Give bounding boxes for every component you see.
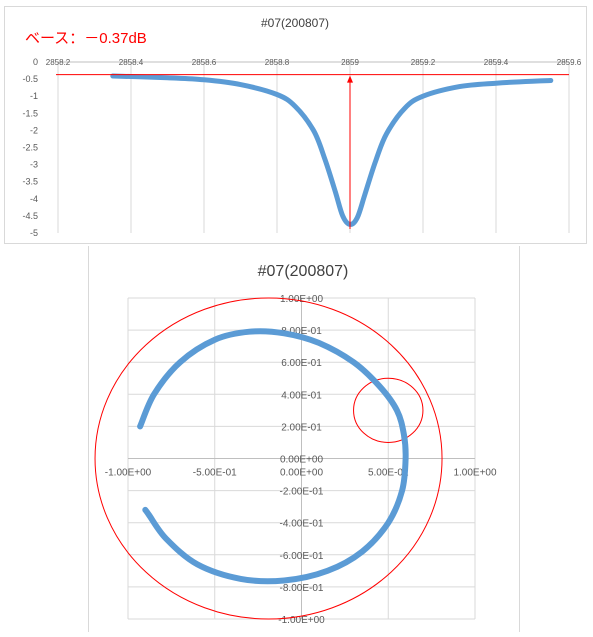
x-tick-label: 2859.2 (411, 58, 436, 67)
y-tick-label: 0 (33, 57, 38, 67)
y-tick-label: 8.00E-01 (281, 326, 322, 337)
y-tick-label: -3 (30, 160, 38, 170)
y-tick-label: -1.00E+00 (278, 615, 325, 626)
chart-title: #07(200807) (261, 16, 329, 30)
x-tick-label: 2859 (341, 58, 359, 67)
x-tick-label: 2858.4 (119, 58, 144, 67)
bottom-chart: #07(200807) 1.00E+00 8.00E-01 6.00E-01 4.00E… (88, 246, 520, 632)
marker-arrow-head (347, 75, 353, 83)
reference-circle (353, 377, 424, 443)
y-tick-label: -2.00E-01 (280, 487, 324, 498)
y-tick-label: 6.00E-01 (281, 358, 322, 369)
data-series-curve (137, 328, 409, 585)
y-tick-label: 0.00E+00 (280, 455, 324, 466)
x-tick-label: 2858.6 (192, 58, 217, 67)
y-tick-label: -3.5 (22, 177, 38, 187)
x-tick-label: 0.00E+00 (280, 468, 324, 479)
y-tick-label: 2.00E-01 (281, 422, 322, 433)
y-tick-label: -5 (30, 228, 38, 238)
y-tick-label: -2.5 (22, 143, 38, 153)
y-tick-label: 1.00E+00 (280, 294, 324, 305)
x-tick-label: 1.00E+00 (453, 468, 497, 479)
y-tick-label: -4.5 (22, 211, 38, 221)
y-tick-label: 4.00E-01 (281, 390, 322, 401)
chart-title: #07(200807) (258, 263, 349, 280)
data-series-line (110, 73, 554, 227)
x-tick-label: 5.00E-01 (368, 468, 409, 479)
x-tick-label: -1.00E+00 (105, 468, 152, 479)
y-tick-label: -2 (30, 125, 38, 135)
top-chart: #07(200807) ベース：－0.37dB 0 -0.5 -1 -1.5 -2 -2.5 -… (4, 6, 587, 244)
y-tick-label: -6.00E-01 (280, 551, 324, 562)
y-tick-label: -4.00E-01 (280, 519, 324, 530)
x-tick-label: 2859.6 (557, 58, 582, 67)
bottom-chart-svg: #07(200807) 1.00E+00 8.00E-01 6.00E-01 4.00E… (94, 263, 497, 626)
y-tick-label: -8.00E-01 (280, 583, 324, 594)
reference-circle (94, 297, 443, 620)
x-tick-label: 2858.2 (46, 58, 71, 67)
y-tick-label: -1.5 (22, 108, 38, 118)
x-tick-label: 2859.4 (484, 58, 509, 67)
x-tick-label: -5.00E-01 (193, 468, 237, 479)
y-tick-label: -1 (30, 91, 38, 101)
x-tick-label: 2858.8 (265, 58, 290, 67)
y-tick-label: -4 (30, 194, 38, 204)
y-tick-label: -0.5 (22, 74, 38, 84)
top-chart-svg: #07(200807) ベース：－0.37dB 0 -0.5 -1 -1.5 -2 -2.5 -… (22, 16, 582, 238)
baseline-annotation: ベース：－0.37dB (25, 30, 147, 47)
